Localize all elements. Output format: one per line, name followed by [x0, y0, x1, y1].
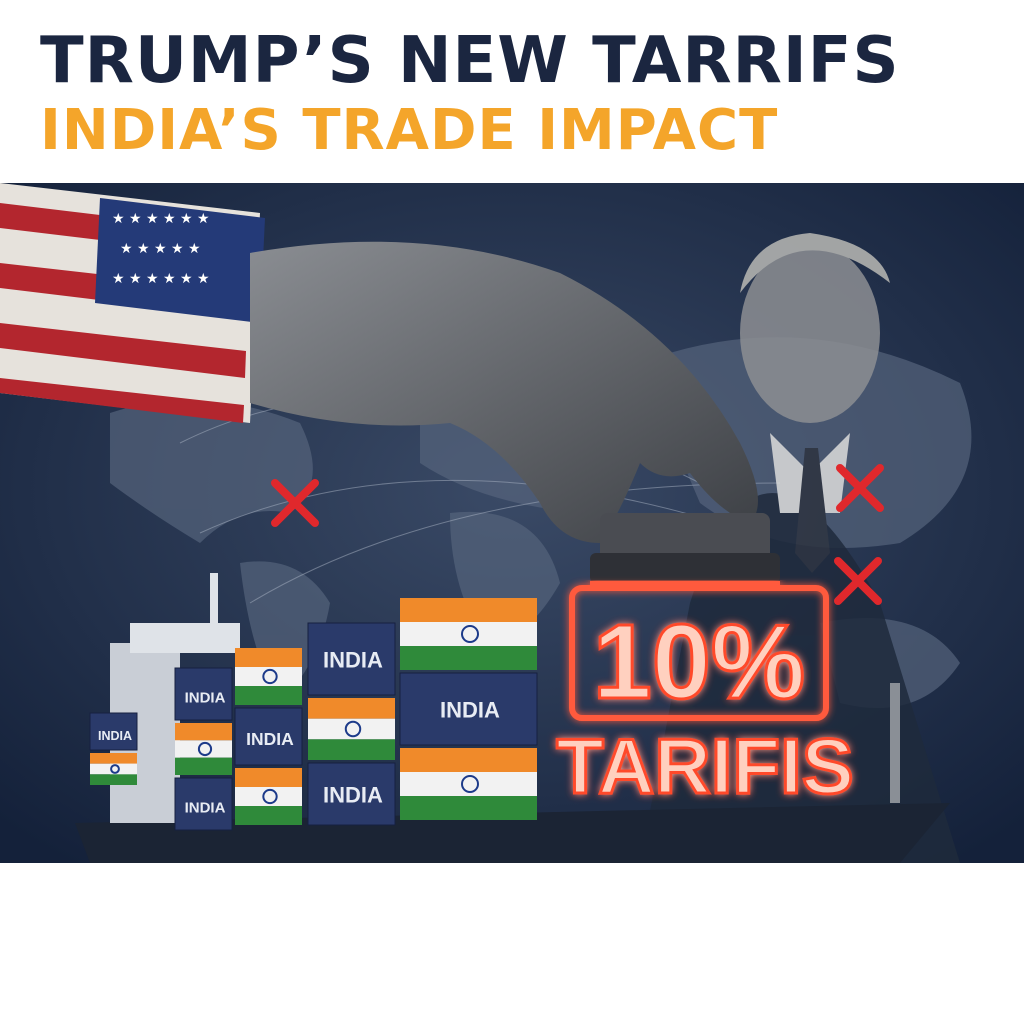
- stamp-word: TARIFIS: [556, 722, 854, 810]
- svg-text:★ ★ ★ ★ ★ ★: ★ ★ ★ ★ ★ ★: [112, 211, 210, 227]
- ashoka-chakra-icon: [262, 788, 278, 805]
- india-container: INDIA: [89, 712, 138, 751]
- headline-subtitle: INDIA’S TRADE IMPACT: [40, 98, 779, 163]
- india-flag-container: [235, 768, 302, 825]
- ashoka-chakra-icon: [110, 764, 120, 774]
- india-flag-container: [308, 698, 395, 760]
- tariff-stamp-mark: 10% TARIFIS: [555, 585, 855, 812]
- india-container: INDIA: [174, 777, 233, 831]
- india-flag-container: [175, 723, 232, 775]
- hand-icon: [250, 241, 758, 543]
- container-stack: INDIA INDIA INDIA INDIA INDIA INDIA INDIA: [89, 598, 538, 831]
- ashoka-chakra-icon: [344, 720, 362, 738]
- container-label: INDIA: [185, 800, 226, 817]
- container-label: INDIA: [98, 729, 132, 743]
- ashoka-chakra-icon: [262, 668, 278, 685]
- container-label: INDIA: [246, 729, 294, 749]
- india-container: INDIA: [174, 667, 233, 721]
- india-container: INDIA: [307, 622, 396, 696]
- headline-title: TRUMP’S NEW TARRIFS: [40, 24, 900, 98]
- ashoka-chakra-icon: [197, 741, 213, 757]
- container-label: INDIA: [323, 648, 383, 673]
- container-label: INDIA: [440, 698, 500, 723]
- x-mark-icon: [271, 464, 884, 605]
- svg-text:★ ★ ★ ★ ★: ★ ★ ★ ★ ★: [120, 241, 201, 257]
- svg-text:★ ★ ★ ★ ★ ★: ★ ★ ★ ★ ★ ★: [112, 271, 210, 287]
- india-flag-container: [90, 753, 137, 785]
- rubber-stamp-icon: [590, 513, 780, 587]
- container-label: INDIA: [185, 690, 226, 707]
- india-flag-container: [235, 648, 302, 705]
- india-container: INDIA: [234, 707, 303, 766]
- us-flag-sleeve-icon: ★ ★ ★ ★ ★ ★ ★ ★ ★ ★ ★ ★ ★ ★ ★ ★ ★: [0, 183, 265, 423]
- tariff-illustration: ★ ★ ★ ★ ★ ★★ ★ ★ ★ ★★ ★ ★ ★ ★ ★ INDIAIND…: [0, 183, 1024, 863]
- stamp-percent: 10%: [593, 603, 805, 721]
- india-flag-container: [400, 748, 537, 820]
- india-container: INDIA: [399, 672, 538, 746]
- india-flag-container: [400, 598, 537, 670]
- ashoka-chakra-icon: [461, 775, 479, 793]
- india-container: INDIA: [307, 762, 396, 826]
- ashoka-chakra-icon: [461, 625, 479, 643]
- container-label: INDIA: [323, 783, 383, 808]
